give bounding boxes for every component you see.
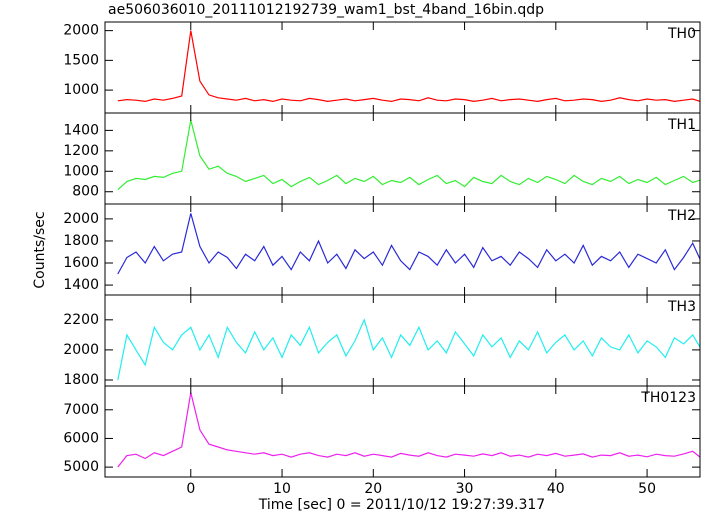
y-tick-label: 1400 <box>63 122 99 138</box>
y-tick-label: 7000 <box>63 402 99 418</box>
x-tick-label: 10 <box>273 481 291 497</box>
light-curve <box>117 120 700 191</box>
x-tick-label: 20 <box>364 481 382 497</box>
y-tick-label: 1500 <box>63 52 99 68</box>
y-tick-label: 1400 <box>63 277 99 293</box>
y-tick-label: 1600 <box>63 255 99 271</box>
panel-frame <box>104 294 701 387</box>
panel-label: TH1 <box>667 117 696 133</box>
y-tick-label: 800 <box>72 184 99 200</box>
y-tick-label: 1000 <box>63 82 99 98</box>
y-tick-label: 6000 <box>63 430 99 446</box>
panel-frame <box>104 203 701 296</box>
y-tick-label: 5000 <box>63 459 99 475</box>
x-tick-label: 40 <box>547 481 565 497</box>
x-tick-label: 0 <box>186 481 195 497</box>
x-tick-label: 30 <box>456 481 474 497</box>
y-tick-label: 1200 <box>63 143 99 159</box>
y-tick-label: 1000 <box>63 163 99 179</box>
y-tick-label: 1800 <box>63 233 99 249</box>
y-tick-label: 2000 <box>63 23 99 39</box>
y-tick-label: 1800 <box>63 372 99 388</box>
y-tick-label: 2000 <box>63 342 99 358</box>
light-curve <box>117 30 700 103</box>
panel-label: TH0123 <box>640 390 696 406</box>
x-tick-label: 50 <box>638 481 656 497</box>
light-curve <box>117 392 700 468</box>
y-tick-label: 2000 <box>63 211 99 227</box>
light-curve <box>117 318 700 381</box>
panel-frame <box>104 385 701 478</box>
panel-label: TH2 <box>667 208 696 224</box>
panel-label: TH0 <box>667 26 696 42</box>
y-tick-label: 2200 <box>63 312 99 328</box>
y-axis-label: Counts/sec <box>32 211 48 288</box>
light-curve <box>117 213 700 275</box>
panel-label: TH3 <box>667 299 696 315</box>
chart-title: ae506036010_20111012192739_wam1_bst_4ban… <box>108 2 544 18</box>
x-axis-label: Time [sec] 0 = 2011/10/12 19:27:39.317 <box>258 497 545 513</box>
panel-frame <box>104 112 701 205</box>
